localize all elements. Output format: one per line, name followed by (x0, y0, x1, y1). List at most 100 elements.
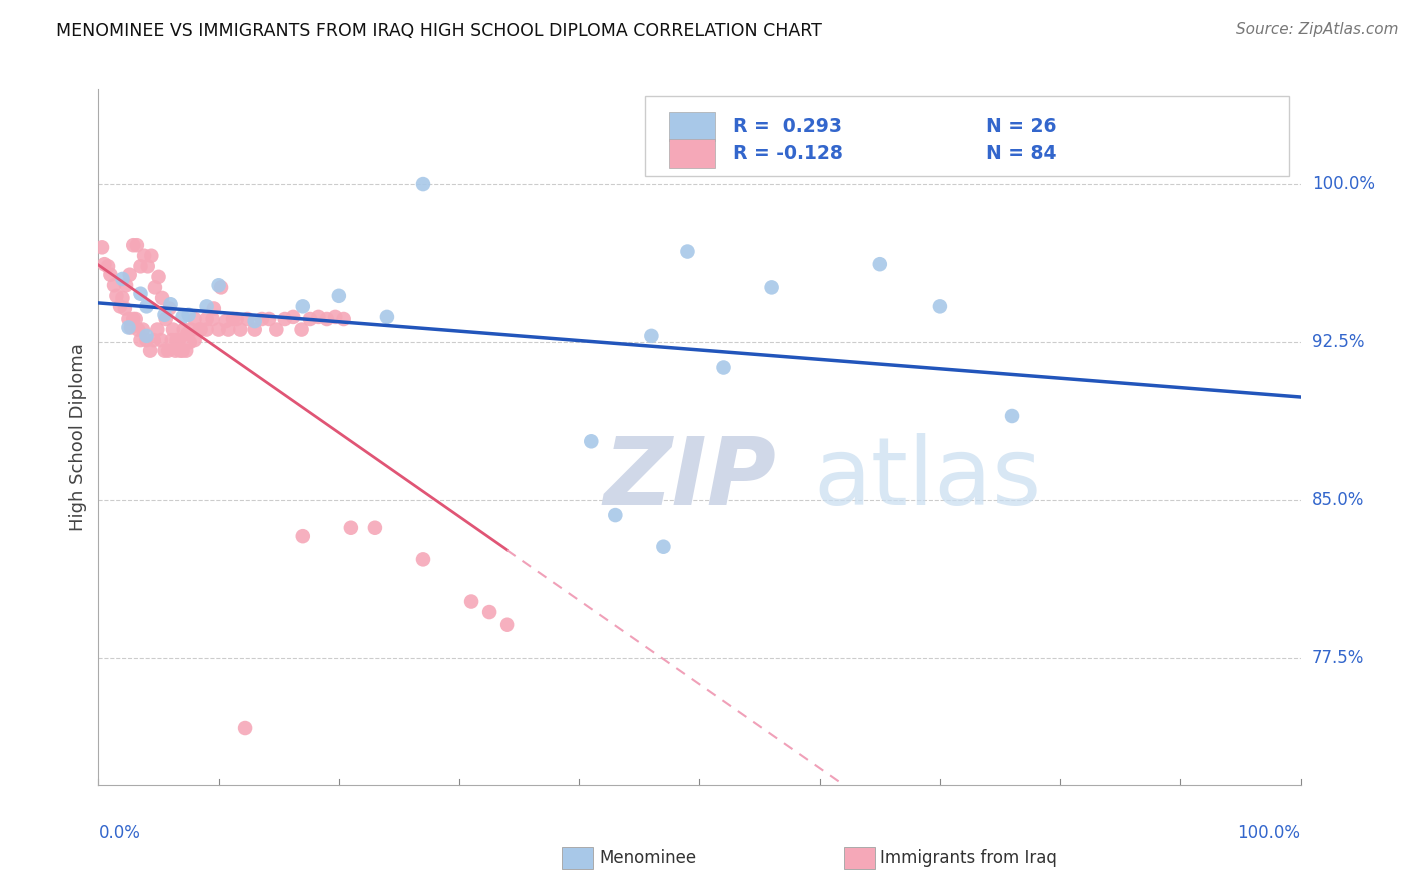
Point (114, 301, 136, 316)
Point (332, 312, 354, 326)
Point (298, 312, 321, 326)
Point (172, 343, 194, 358)
Point (135, 333, 157, 347)
Text: Immigrants from Iraq: Immigrants from Iraq (880, 849, 1057, 867)
Point (183, 312, 205, 326)
Point (307, 310, 329, 324)
Point (496, 617, 519, 632)
Point (129, 286, 152, 301)
Point (375, 310, 398, 324)
Point (195, 299, 218, 313)
Point (243, 322, 266, 336)
Point (605, 508, 627, 522)
Point (283, 310, 305, 324)
Point (180, 322, 202, 336)
Text: 92.5%: 92.5% (1312, 334, 1364, 351)
Point (328, 289, 350, 303)
Point (1001, 409, 1024, 423)
Text: 77.5%: 77.5% (1312, 649, 1364, 667)
Point (139, 343, 162, 358)
Point (209, 280, 232, 294)
Bar (669, 112, 716, 141)
Text: 0.0%: 0.0% (98, 824, 141, 842)
Point (91, 240, 114, 254)
Point (225, 312, 247, 326)
Point (153, 308, 176, 322)
Point (340, 521, 363, 535)
Point (111, 272, 134, 286)
Point (93, 257, 115, 271)
Point (195, 312, 218, 326)
Point (640, 329, 662, 343)
Point (129, 333, 152, 347)
Point (176, 326, 198, 341)
Point (136, 260, 159, 274)
Point (132, 322, 155, 336)
Point (761, 280, 783, 294)
Point (105, 289, 128, 303)
Text: 85.0%: 85.0% (1312, 491, 1364, 509)
Point (148, 269, 170, 284)
Point (150, 291, 173, 305)
Bar (669, 139, 716, 169)
Point (243, 314, 266, 328)
Point (111, 291, 134, 305)
Point (160, 333, 183, 347)
Point (928, 299, 950, 313)
Text: R =  0.293: R = 0.293 (733, 117, 842, 136)
Point (208, 322, 231, 336)
Point (135, 299, 157, 313)
Point (172, 310, 194, 324)
Point (174, 343, 197, 358)
Point (127, 322, 149, 336)
Text: Menominee: Menominee (599, 849, 696, 867)
Point (208, 278, 231, 293)
Point (183, 333, 205, 347)
Text: N = 84: N = 84 (986, 145, 1056, 163)
Text: 100.0%: 100.0% (1237, 824, 1301, 842)
Point (122, 312, 145, 326)
Point (157, 301, 180, 316)
Point (125, 312, 148, 326)
Point (179, 335, 201, 350)
Point (169, 343, 191, 358)
Point (115, 278, 138, 293)
Point (155, 312, 177, 326)
Point (233, 721, 256, 735)
Point (135, 329, 157, 343)
Point (120, 320, 142, 334)
Point (478, 605, 501, 619)
Point (291, 299, 314, 313)
Point (188, 322, 211, 336)
Point (143, 280, 166, 294)
Point (159, 297, 181, 311)
Point (153, 343, 176, 358)
Point (129, 260, 152, 274)
Point (869, 257, 891, 271)
Point (222, 312, 245, 326)
Point (142, 333, 165, 347)
Text: atlas: atlas (814, 433, 1042, 524)
Point (236, 312, 259, 326)
Point (652, 540, 675, 554)
Point (108, 299, 131, 313)
Point (97, 260, 120, 274)
Point (257, 312, 280, 326)
Point (215, 314, 238, 328)
Point (165, 343, 187, 358)
Point (167, 333, 190, 347)
Point (217, 322, 239, 336)
Point (201, 312, 224, 326)
Point (149, 333, 172, 347)
Y-axis label: High School Diploma: High School Diploma (69, 343, 87, 531)
Point (103, 278, 125, 293)
Text: ZIP: ZIP (603, 433, 776, 524)
Point (250, 312, 273, 326)
Point (166, 333, 188, 347)
Text: N = 26: N = 26 (986, 117, 1056, 136)
Point (173, 322, 195, 336)
Text: 100.0%: 100.0% (1312, 175, 1375, 193)
Point (146, 322, 169, 336)
Point (190, 322, 212, 336)
Point (229, 322, 252, 336)
